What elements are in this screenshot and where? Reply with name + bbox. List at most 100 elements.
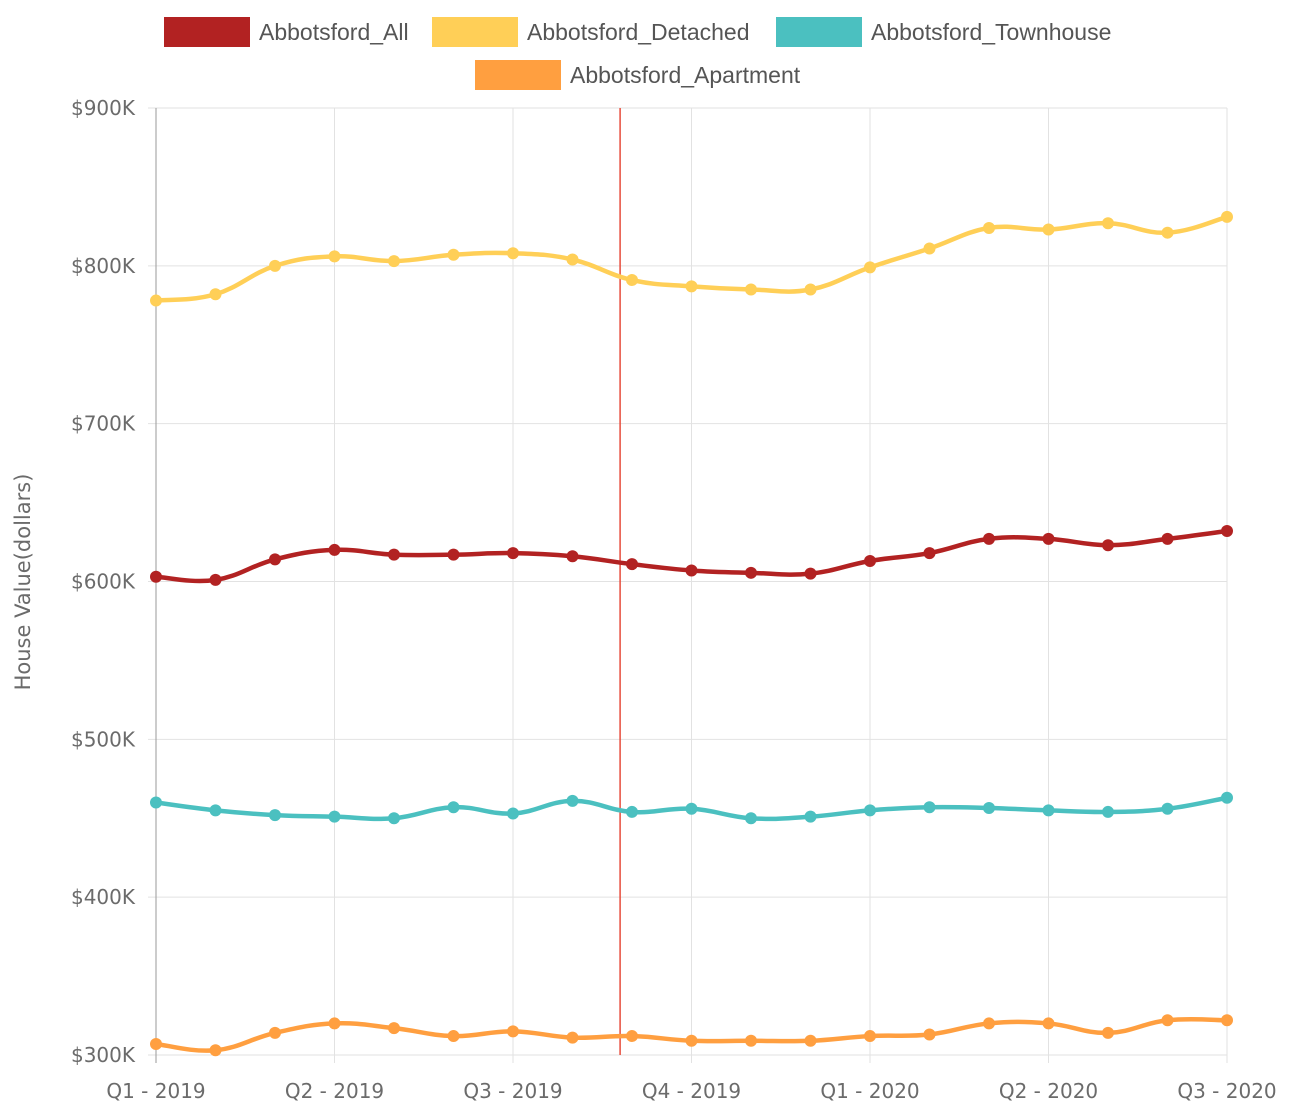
series-abbotsford-apartment [150,1014,1233,1057]
data-point [447,801,460,814]
data-point [1102,217,1114,230]
data-point [685,802,698,815]
data-point [1042,1017,1055,1030]
data-point [328,250,341,263]
series-abbotsford-all [150,524,1233,586]
data-point [685,1034,698,1047]
data-point [269,1026,281,1039]
data-point [864,804,876,817]
data-point [745,1034,757,1047]
legend-item-abbotsford-detached: Abbotsford_Detached [432,17,750,47]
data-point [745,812,757,825]
data-point [447,248,460,261]
data-point [447,548,460,561]
data-point [388,812,400,825]
series-group [150,210,1233,1057]
data-point [566,550,579,563]
data-point [1221,1014,1233,1027]
series-abbotsford-townhouse [150,791,1233,825]
x-tick-label: Q1 - 2019 [106,1079,205,1103]
data-point [269,809,281,822]
grid [148,107,1228,1063]
y-axis: $300K $400K $500K $600K $700K $800K $900K [71,96,136,1067]
data-point [626,274,638,287]
legend-label: Abbotsford_Detached [527,19,750,45]
data-point [507,807,519,820]
data-point [566,794,579,807]
data-point [507,1025,519,1038]
x-tick-label: Q2 - 2020 [999,1079,1098,1103]
data-point [328,543,341,556]
x-tick-label: Q1 - 2020 [820,1079,919,1103]
x-tick-label: Q2 - 2019 [285,1079,384,1103]
data-point [923,801,936,814]
data-point [328,1017,341,1030]
legend-swatch [432,17,518,47]
data-point [923,242,936,255]
data-point [1042,532,1055,545]
legend-swatch [776,17,862,47]
data-point [983,1017,995,1030]
data-point [1221,791,1233,804]
legend-item-abbotsford-townhouse: Abbotsford_Townhouse [776,17,1111,47]
y-tick-label: $600K [71,570,136,594]
data-point [1161,532,1174,545]
data-point [864,1030,876,1043]
data-point [626,1030,638,1043]
data-point [685,564,698,577]
data-point [1161,802,1174,815]
data-point [209,573,222,586]
data-point [804,1034,817,1047]
data-point [923,1028,936,1041]
data-point [1221,210,1233,223]
data-point [1161,226,1174,239]
data-point [566,1031,579,1044]
y-tick-label: $700K [71,412,136,436]
x-tick-label: Q3 - 2019 [463,1079,562,1103]
y-tick-label: $800K [71,254,136,278]
data-point [150,294,162,307]
data-point [983,532,995,545]
x-tick-label: Q4 - 2019 [642,1079,741,1103]
x-tick-label: Q3 - 2020 [1177,1079,1276,1103]
data-point [150,796,162,809]
y-tick-label: $300K [71,1043,136,1067]
data-point [209,1044,222,1057]
x-axis: Q1 - 2019 Q2 - 2019 Q3 - 2019 Q4 - 2019 Q1 -… [106,1079,1276,1103]
series-abbotsford-detached [150,210,1233,307]
data-point [328,810,341,823]
legend-label: Abbotsford_Townhouse [871,19,1111,45]
data-point [566,253,579,266]
legend-swatch [164,17,250,47]
data-point [864,554,876,567]
legend-item-abbotsford-apartment: Abbotsford_Apartment [475,60,801,90]
data-point [388,255,400,268]
data-point [626,805,638,818]
data-point [269,553,281,566]
data-point [1161,1014,1174,1027]
y-tick-label: $900K [71,96,136,120]
legend: Abbotsford_All Abbotsford_Detached Abbotsf… [164,17,1111,90]
data-point [209,288,222,301]
data-point [1221,524,1233,537]
data-point [209,804,222,817]
data-point [983,801,995,814]
data-point [864,261,876,274]
legend-label: Abbotsford_Apartment [570,62,801,88]
data-point [685,280,698,293]
data-point [745,283,757,296]
data-point [804,567,817,580]
data-point [388,548,400,561]
data-point [626,558,638,571]
data-point [447,1030,460,1043]
y-tick-label: $500K [71,727,136,751]
data-point [507,247,519,260]
data-point [1102,539,1114,552]
data-point [150,1037,162,1050]
data-point [923,547,936,560]
data-point [804,283,817,296]
data-point [804,810,817,823]
data-point [269,259,281,272]
data-point [745,566,757,579]
